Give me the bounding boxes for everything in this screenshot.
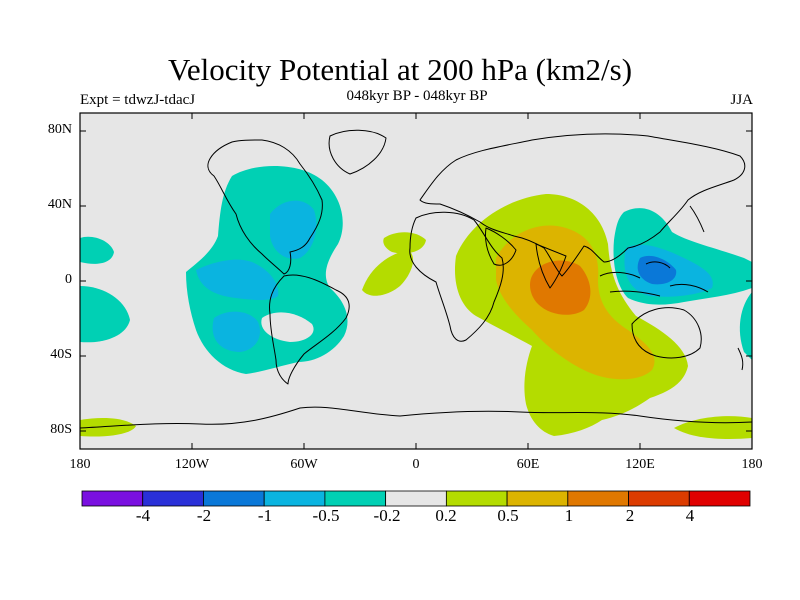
colorbar-swatch [81,490,144,507]
neutral-hole-south-america [261,312,314,342]
lon-label-60e: 60E [516,457,540,472]
colorbar-swatch [567,490,629,507]
coastline-north-america [207,139,323,275]
lon-label-120e: 120E [625,457,655,472]
colorbar-label: -2 [196,506,212,525]
positive-region-atlantic [362,250,414,296]
colorbar-label: -0.5 [312,506,340,525]
colorbar-label: -4 [135,506,151,525]
colorbar-swatch [628,490,690,507]
coastline-arabia [485,227,517,266]
colorbar [81,490,751,507]
colorbar-label: 2 [625,506,635,525]
lat-label-equator: 0 [65,272,72,287]
axis-ticks [80,113,752,449]
coastline-antarctica [80,406,752,429]
colorbar-label: 0.5 [497,506,519,525]
colorbar-swatch [385,490,447,507]
season-label: JJA [730,92,753,108]
colorbar-swatch [203,490,265,507]
negative-mid-north-america [270,200,317,259]
lat-label-40n: 40N [47,197,72,212]
lat-label-40s: 40S [50,347,72,362]
colorbar-swatch [445,490,508,507]
coastline-eurasia [419,133,746,277]
coastline-maritime-continent [599,261,709,297]
colorbar-label: -1 [257,506,273,525]
coastline-south-america [269,274,350,385]
colorbar-swatch [142,490,204,507]
lon-label-0: 0 [412,457,420,472]
coastline-greenland [328,129,387,175]
coastline-india [535,243,567,289]
positive-region-north-atlantic [383,232,426,254]
lon-label-60w: 60W [290,457,318,472]
coastline-africa [409,211,504,342]
colorbar-swatch [263,490,326,507]
coastline-new-zealand [737,347,744,371]
negative-mid-south-pacific [212,311,260,352]
negative-mid-central-america [196,259,279,300]
coastline-japan [689,205,705,233]
period-subtitle: 048kyr BP - 048kyr BP [346,88,488,104]
negative-region-dateline-south [80,286,130,343]
lon-label-180w: 180 [69,457,91,472]
positive-strip-southwest [80,418,136,437]
coastline-australia [631,307,702,359]
colorbar-label: -0.2 [373,506,401,525]
colorbar-label: 4 [685,506,695,525]
lon-label-180e: 180 [741,457,763,472]
plot-title: Velocity Potential at 200 hPa (km2/s) [167,52,633,87]
negative-region-dateline-north [80,236,114,264]
experiment-label: Expt = tdwzJ-tdacJ [80,92,196,108]
colorbar-label: 0.2 [435,506,457,525]
colorbar-label: 1 [564,506,574,525]
positive-strong-indian-ocean [530,260,591,315]
lat-label-80s: 80S [50,422,72,437]
coastlines [80,129,752,429]
colorbar-swatch [506,490,569,507]
lon-label-120w: 120W [174,457,210,472]
colorbar-swatch [688,490,751,507]
colorbar-swatch [324,490,387,507]
lat-label-80n: 80N [47,122,72,137]
negative-region-east-edge [739,292,752,360]
anomaly-contours [80,165,752,439]
